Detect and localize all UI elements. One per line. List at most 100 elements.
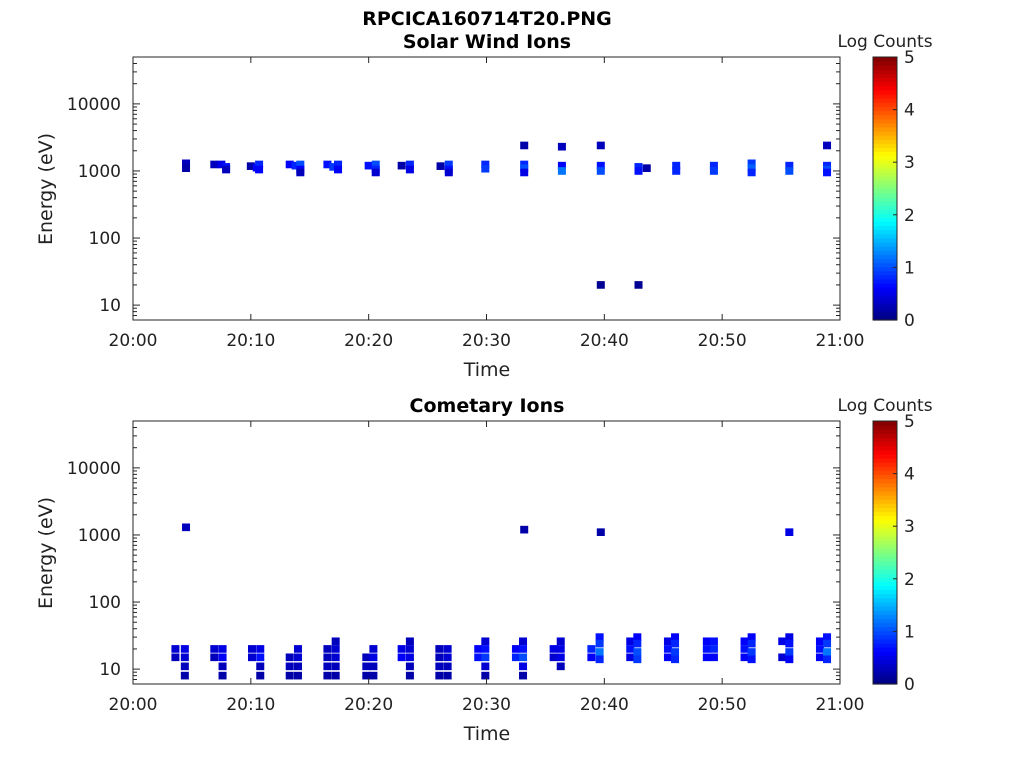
heatmap-cell	[405, 662, 414, 671]
heatmap-cell	[180, 671, 189, 680]
heatmap-cell	[702, 645, 711, 653]
heatmap-cell	[285, 671, 294, 680]
panel-cometary: Cometary Ions Time Energy (eV) Log Count…	[35, 395, 933, 745]
colorbar-segment	[873, 610, 897, 615]
heatmap-cell	[823, 168, 832, 177]
colorbar-segment	[873, 568, 897, 574]
heatmap-cell	[405, 160, 414, 169]
colorbar-segment	[873, 626, 897, 632]
heatmap-cell	[747, 648, 756, 656]
colorbar-segment	[873, 482, 897, 488]
heatmap-cell	[362, 671, 371, 680]
heatmap-cell	[747, 164, 756, 173]
heatmap-cell	[210, 653, 219, 662]
heatmap-cell	[293, 645, 302, 653]
heatmap-cell	[747, 168, 756, 177]
heatmap-cell	[778, 653, 787, 662]
colorbar-tick-label: 1	[904, 258, 915, 278]
heatmap-cell	[371, 168, 380, 177]
colorbar-segment	[873, 287, 897, 292]
heatmap-cell	[595, 639, 604, 648]
heatmap-cell	[481, 671, 490, 680]
colorbar-segment	[873, 151, 897, 157]
colorbar-segment	[873, 597, 897, 603]
heatmap-cell	[633, 633, 642, 641]
colorbar-segment	[873, 118, 897, 124]
heatmap-cell	[362, 662, 371, 671]
heatmap-cell	[210, 160, 219, 169]
heatmap-cell	[596, 141, 605, 150]
heatmap-cell	[626, 653, 635, 662]
colorbar-segment	[873, 466, 897, 471]
heatmap-cell	[435, 653, 444, 662]
colorbar-segment	[873, 659, 897, 665]
heatmap-cell	[285, 653, 294, 662]
colorbar-segment	[873, 548, 897, 554]
colorbar-segment	[873, 254, 897, 259]
heatmap-cell	[709, 645, 718, 653]
colorbar-tick-label: 3	[904, 517, 915, 537]
colorbar-segment	[873, 77, 897, 83]
heatmap-cell	[672, 161, 681, 170]
heatmap-cell	[519, 637, 528, 646]
heatmap-cell	[397, 161, 406, 170]
colorbar-segment	[873, 81, 897, 87]
colorbar-segment	[873, 667, 897, 673]
heatmap-cell	[334, 160, 343, 169]
colorbar-segment	[873, 515, 897, 521]
colorbar-segment	[873, 69, 897, 75]
x-tick-label: 20:00	[109, 695, 158, 715]
colorbar-segment	[873, 651, 897, 656]
heatmap-cell	[285, 160, 294, 169]
heatmap-cell	[331, 637, 340, 646]
colorbar-tick-label: 3	[904, 153, 915, 173]
heatmap-cell	[595, 648, 604, 656]
heatmap-cell	[815, 645, 824, 653]
heatmap-cell	[520, 525, 529, 534]
colorbar-segment	[873, 217, 897, 222]
heatmap-cell	[248, 653, 257, 662]
colorbar-segment	[873, 630, 897, 636]
heatmap-cell	[296, 168, 305, 177]
heatmap-cell	[709, 637, 718, 646]
heatmap-cell	[217, 160, 226, 169]
x-tick-label: 20:20	[344, 331, 393, 351]
colorbar-segment	[873, 270, 897, 276]
heatmap-cell	[785, 655, 794, 664]
colorbar-segment	[873, 196, 897, 202]
heatmap-cell	[519, 671, 528, 680]
colorbar-segment	[873, 93, 897, 99]
heatmap-cell	[364, 161, 373, 170]
x-tick-label: 21:00	[816, 331, 865, 351]
heatmap-cell	[511, 653, 520, 662]
heatmap-cell	[747, 159, 756, 168]
colorbar-segment	[873, 200, 897, 206]
colorbar-segment	[873, 307, 897, 313]
colorbar-segment	[873, 295, 897, 301]
x-tick-label: 20:40	[580, 331, 629, 351]
heatmap-cell	[823, 655, 832, 664]
colorbar-segment	[873, 474, 897, 480]
heatmap-cell	[405, 637, 414, 646]
colorbar-segment	[873, 433, 897, 439]
y-tick-label: 10	[99, 296, 121, 316]
heatmap-cell	[663, 637, 672, 646]
colorbar-segment	[873, 311, 897, 317]
heatmap-cell	[556, 653, 565, 662]
y-tick-label: 10000	[67, 95, 121, 115]
colorbar-segment	[873, 89, 897, 95]
heatmap-cell	[709, 167, 718, 175]
heatmap-cell	[633, 639, 642, 648]
heatmap-cell	[256, 653, 265, 662]
heatmap-cell	[642, 164, 651, 173]
panel-title: Solar Wind Ions	[403, 31, 571, 53]
heatmap-cell	[823, 141, 832, 150]
heatmap-cell	[785, 167, 794, 175]
heatmap-cell	[397, 645, 406, 653]
colorbar-segment	[873, 552, 897, 558]
colorbar-segment	[873, 425, 897, 430]
colorbar-segment	[873, 642, 897, 648]
colorbar-segment	[873, 457, 897, 463]
x-tick-label: 21:00	[816, 695, 865, 715]
colorbar-segment	[873, 172, 897, 177]
